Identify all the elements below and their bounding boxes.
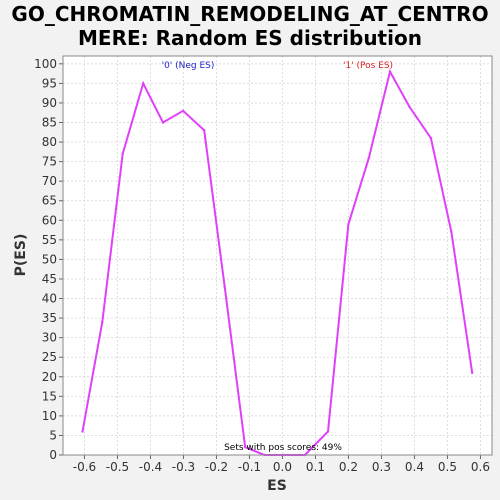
y-tick-label: 10 <box>42 409 57 423</box>
data-point <box>388 70 392 73</box>
chart-title: GO_CHROMATIN_REMODELING_AT_CENTRO MERE: … <box>0 2 500 50</box>
data-point <box>450 230 453 234</box>
y-tick-label: 70 <box>42 174 57 188</box>
grid-lines <box>63 56 492 456</box>
x-tick-label: 0.3 <box>372 460 391 474</box>
x-axis-label: ES <box>267 478 287 494</box>
x-tick-label: -0.3 <box>172 460 195 474</box>
x-tick-label: -0.2 <box>205 460 228 474</box>
data-point <box>181 109 185 112</box>
y-axis-ticks: 0 5 10 15 20 25 30 35 40 45 50 55 60 65 70 75 80 85 90 95 10… <box>34 57 63 462</box>
data-point <box>101 320 104 324</box>
y-tick-label: 25 <box>42 350 57 364</box>
data-point <box>141 82 145 85</box>
plot-border <box>62 55 493 456</box>
x-tick-label: 0.4 <box>405 460 424 474</box>
y-tick-label: 35 <box>42 311 57 325</box>
y-tick-label: 45 <box>42 272 57 286</box>
y-tick-label: 95 <box>42 76 57 90</box>
y-tick-label: 60 <box>42 213 57 227</box>
data-points <box>81 70 474 457</box>
pos-es-label: '1' (Pos ES) <box>343 61 393 71</box>
y-tick-label: 40 <box>42 292 57 306</box>
data-point <box>347 223 350 226</box>
y-tick-label: 80 <box>42 135 57 149</box>
neg-es-label: '0' (Neg ES) <box>162 61 215 71</box>
chart-title-line-1: GO_CHROMATIN_REMODELING_AT_CENTRO <box>11 2 489 26</box>
data-point <box>243 445 247 449</box>
data-point <box>223 285 226 288</box>
x-tick-label: -0.4 <box>139 460 162 474</box>
data-point <box>81 430 84 433</box>
data-point <box>408 105 411 109</box>
x-axis-ticks: -0.6 -0.5 -0.4 -0.3 -0.2 -0.1 0.0 0.1 0.2 0.3 0.4 0… <box>73 455 490 474</box>
data-point <box>326 430 330 433</box>
x-tick-label: 0.5 <box>438 460 457 474</box>
y-tick-label: 75 <box>42 155 57 169</box>
data-point <box>367 156 371 159</box>
x-tick-label: -0.1 <box>238 460 261 474</box>
y-tick-label: 20 <box>42 370 57 384</box>
y-tick-label: 5 <box>49 428 57 442</box>
y-tick-label: 0 <box>49 448 57 462</box>
y-tick-label: 100 <box>34 57 57 71</box>
chart-title-line-2: MERE: Random ES distribution <box>78 26 422 50</box>
x-tick-label: 0.1 <box>306 460 325 474</box>
x-tick-label: 0.6 <box>471 460 490 474</box>
y-tick-label: 85 <box>42 116 57 130</box>
y-tick-label: 90 <box>42 96 57 110</box>
plot-area <box>63 56 492 455</box>
x-tick-label: -0.6 <box>73 460 96 474</box>
data-point <box>429 136 433 140</box>
y-tick-label: 50 <box>42 252 57 266</box>
y-tick-label: 65 <box>42 194 57 208</box>
data-point <box>471 371 474 375</box>
x-tick-label: -0.5 <box>106 460 129 474</box>
y-axis-label: P(ES) <box>13 234 29 277</box>
data-point <box>161 121 165 124</box>
y-tick-label: 15 <box>42 389 57 403</box>
pos-score-footer: Sets with pos scores: 49% <box>224 443 342 453</box>
x-tick-label: 0.0 <box>273 460 292 474</box>
y-tick-label: 30 <box>42 331 57 345</box>
data-point <box>121 152 124 155</box>
data-point <box>203 129 206 132</box>
y-tick-label: 55 <box>42 233 57 247</box>
x-tick-label: 0.2 <box>339 460 358 474</box>
